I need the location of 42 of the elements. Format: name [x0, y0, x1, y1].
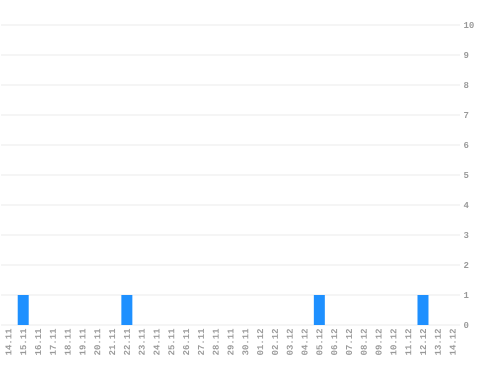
- x-tick-label: 25.11: [168, 328, 174, 355]
- x-tick-label: 22.11: [124, 328, 130, 355]
- x-tick-label: 06.12: [331, 329, 338, 355]
- y-tick-label: 7: [464, 112, 468, 118]
- x-tick-label: 03.12: [286, 329, 293, 355]
- y-tick-label: 5: [464, 172, 468, 178]
- x-tick-label: 28.11: [212, 328, 219, 355]
- x-tick-label: 18.11: [64, 328, 71, 355]
- x-tick-label: 10.12: [390, 329, 396, 355]
- x-tick-label: 02.12: [272, 329, 278, 355]
- x-tick-label: 26.11: [183, 328, 190, 355]
- x-tick-label: 11.12: [405, 329, 412, 355]
- x-tick-label: 16.11: [34, 328, 42, 355]
- y-tick-label: 2: [464, 262, 468, 268]
- y-tick-label: 6: [464, 142, 468, 148]
- x-tick-label: 15.11: [20, 328, 26, 355]
- x-tick-label: 04.12: [301, 329, 308, 355]
- x-tick-label: 01.12: [257, 329, 264, 355]
- x-tick-label: 29.11: [227, 328, 234, 355]
- x-tick-label: 19.11: [79, 328, 86, 355]
- x-tick-label: 30.11: [242, 328, 248, 356]
- y-tick-label: 0: [464, 322, 468, 328]
- y-tick-label: 10: [464, 22, 474, 28]
- y-tick-label: 1: [464, 292, 469, 298]
- x-tick-label: 05.12: [316, 329, 322, 355]
- x-tick-label: 09.12: [376, 329, 382, 355]
- x-tick-label: 17.11: [50, 328, 56, 355]
- x-tick-label: 13.12: [434, 329, 441, 355]
- x-tick-label: 23.11: [138, 328, 145, 355]
- x-tick-label: 12.12: [420, 329, 426, 355]
- y-tick-label: 3: [464, 232, 468, 238]
- x-tick-label: 08.12: [360, 329, 367, 355]
- y-tick-label: 8: [464, 82, 468, 88]
- x-tick-label: 24.11: [153, 328, 160, 355]
- x-tick-label: 20.11: [94, 328, 100, 355]
- x-tick-label: 27.11: [198, 328, 204, 355]
- x-tick-label: 07.12: [346, 329, 352, 355]
- x-tick-label: 21.11: [109, 328, 116, 355]
- x-tick-label: 14.11: [5, 328, 12, 355]
- x-tick-label: 14.12: [450, 329, 456, 355]
- y-tick-label: 9: [464, 52, 468, 58]
- y-tick-label: 4: [464, 202, 469, 208]
